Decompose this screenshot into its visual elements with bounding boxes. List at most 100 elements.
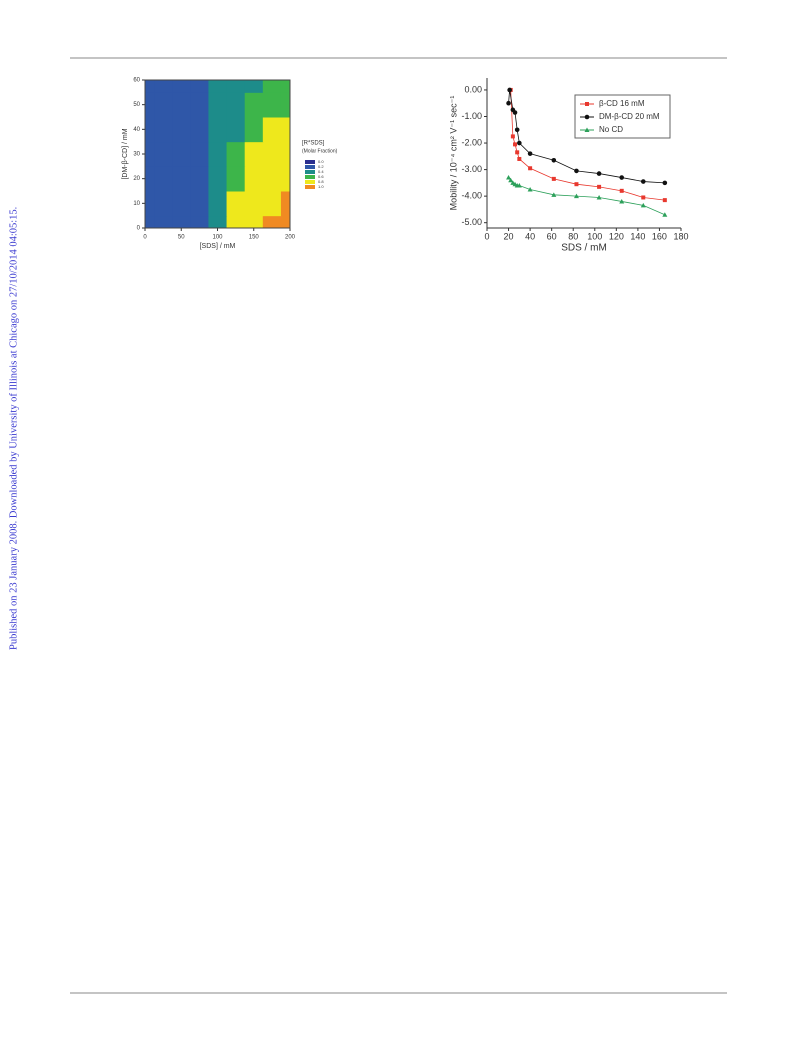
marker [574, 168, 579, 174]
y-tick-label: 40 [133, 127, 140, 133]
marker [551, 158, 557, 163]
x-tick-label: 180 [673, 231, 688, 241]
contour-cell [262, 92, 282, 118]
contour-cell [145, 80, 155, 93]
y-tick-label: 50 [133, 102, 140, 108]
contour-cell [172, 92, 191, 118]
marker [662, 212, 668, 217]
contour-cell [190, 80, 209, 93]
y-tick-label: 10 [133, 201, 140, 207]
legend-title: [R*SDS] [302, 141, 325, 147]
legend-subtitle: (Molar Fraction) [302, 148, 338, 154]
contour-cell [208, 141, 228, 167]
marker [619, 198, 625, 204]
y-tick-label: 60 [133, 78, 140, 84]
marker [512, 110, 518, 115]
y-tick-label: -1.00 [461, 111, 482, 121]
legend-label: 1.0 [318, 184, 324, 189]
marker [662, 198, 667, 203]
contour-cell [190, 191, 209, 217]
contour-cell [208, 117, 228, 143]
marker [513, 142, 518, 147]
contour-cell [190, 141, 209, 167]
legend-swatch [305, 180, 315, 184]
contour-cell [244, 166, 264, 192]
contour-cell [280, 141, 291, 167]
contour-cell [226, 141, 246, 167]
contour-cell [154, 80, 173, 93]
contour-cell [244, 215, 264, 229]
marker [662, 180, 668, 186]
contour-cell [244, 117, 264, 143]
contour-cell [208, 80, 228, 93]
x-tick-label: 20 [504, 231, 514, 241]
legend-label: 0.6 [318, 174, 324, 179]
contour-cell [172, 166, 191, 192]
marker [641, 195, 646, 200]
marker [528, 166, 533, 171]
legend-swatch [305, 160, 315, 164]
contour-cell [262, 191, 282, 217]
contour-cell [280, 92, 291, 118]
contour-cell [280, 117, 291, 143]
legend-label: β-CD 16 mM [599, 99, 645, 108]
contour-cell [244, 92, 264, 118]
contour-cell [190, 166, 209, 192]
y-tick-label: -5.00 [461, 217, 482, 227]
contour-cell [154, 92, 173, 118]
contour-cell [172, 215, 191, 229]
contour-cell [226, 117, 246, 143]
contour-cell [262, 80, 282, 93]
marker [527, 151, 533, 156]
legend-label: DM-β-CD 20 mM [599, 112, 660, 121]
marker [596, 171, 602, 176]
x-tick-label: 0 [484, 231, 489, 241]
y-tick-label: -4.00 [461, 191, 482, 201]
x-tick-label: 150 [249, 235, 260, 241]
contour-cell [226, 215, 246, 229]
marker [551, 176, 556, 181]
contour-cell [145, 215, 155, 229]
x-tick-label: 80 [568, 231, 578, 241]
contour-cell [154, 215, 173, 229]
contour-cell [208, 215, 228, 229]
legend-swatch [305, 175, 315, 179]
x-tick-label: 160 [652, 231, 667, 241]
marker [573, 193, 579, 199]
y-tick-label: 30 [133, 152, 140, 158]
contour-cell [262, 141, 282, 167]
marker [514, 127, 520, 133]
x-tick-label: 120 [609, 231, 624, 241]
x-tick-label: 100 [587, 231, 602, 241]
sidebar-note: Published on 23 January 2008. Downloaded… [8, 207, 19, 650]
contour-cell [208, 191, 228, 217]
contour-cell [226, 80, 246, 93]
marker [619, 175, 625, 180]
marker [585, 102, 589, 106]
legend-swatch [305, 165, 315, 169]
y-axis-label: [DM-β-CD] / mM [122, 128, 129, 179]
marker [515, 150, 520, 155]
contour-cell [190, 215, 209, 229]
x-tick-label: 50 [178, 235, 185, 241]
plot-frame [144, 79, 291, 229]
marker [597, 184, 602, 189]
legend-swatch [305, 170, 315, 174]
x-tick-label: 40 [525, 231, 535, 241]
marker [506, 100, 511, 106]
contour-cell [280, 166, 291, 192]
contour-cell [226, 92, 246, 118]
contour-cell [154, 191, 173, 217]
y-tick-label: 20 [133, 176, 140, 182]
x-tick-label: 100 [212, 235, 223, 241]
contour-cell [172, 80, 191, 93]
marker [574, 182, 579, 187]
contour-cell [190, 117, 209, 143]
contour-cell [145, 92, 155, 118]
marker [510, 134, 515, 139]
marker [596, 194, 602, 200]
contour-cell [226, 191, 246, 217]
contour-cell [244, 141, 264, 167]
